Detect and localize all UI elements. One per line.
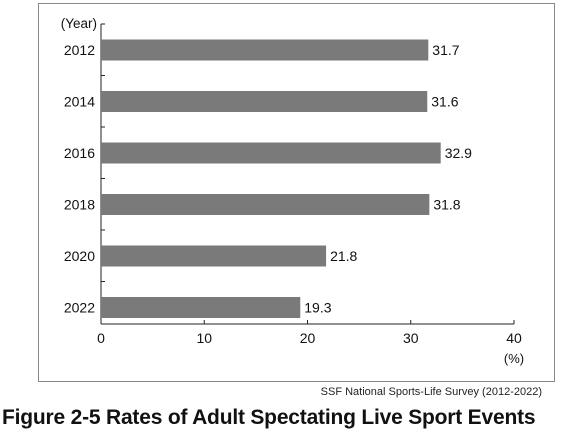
category-label-2016: 2016 — [64, 145, 95, 161]
x-axis-title: (%) — [504, 351, 524, 366]
value-label-2020: 21.8 — [330, 248, 357, 264]
value-label-2016: 32.9 — [445, 145, 472, 161]
bar-2020 — [101, 245, 327, 267]
bar-2022 — [101, 297, 301, 318]
category-label-2018: 2018 — [64, 197, 95, 213]
y-axis-title: (Year) — [61, 16, 97, 31]
category-label-2014: 2014 — [64, 94, 95, 110]
value-label-2022: 19.3 — [304, 300, 331, 316]
bar-2018 — [101, 194, 430, 215]
bar-2016 — [101, 142, 441, 164]
x-tick-label-40: 40 — [506, 330, 522, 346]
x-tick-label-30: 30 — [403, 330, 419, 346]
category-label-2020: 2020 — [64, 248, 95, 264]
x-tick-label-10: 10 — [196, 330, 212, 346]
source-note: SSF National Sports-Life Survey (2012-20… — [320, 386, 542, 398]
chart-frame — [38, 3, 555, 382]
x-tick-label-0: 0 — [97, 330, 105, 346]
x-tick-label-20: 20 — [300, 330, 316, 346]
bar-2014 — [101, 91, 428, 112]
value-label-2012: 31.7 — [432, 42, 459, 58]
category-label-2022: 2022 — [64, 300, 95, 316]
value-label-2014: 31.6 — [431, 94, 458, 110]
value-label-2018: 31.8 — [433, 197, 460, 213]
figure-caption: Figure 2-5 Rates of Adult Spectating Liv… — [2, 406, 536, 429]
category-label-2012: 2012 — [64, 42, 95, 58]
bar-2012 — [101, 39, 429, 61]
